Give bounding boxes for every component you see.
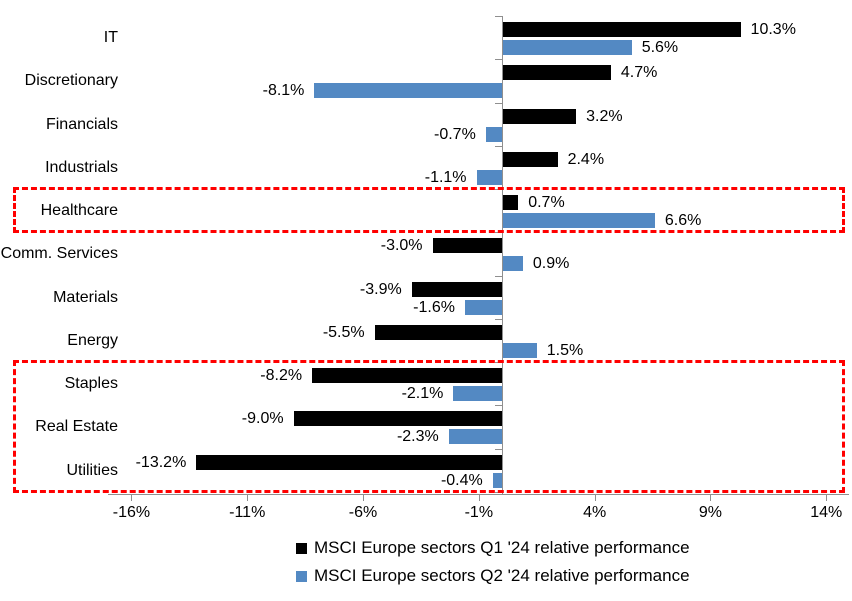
value-label: -3.9% <box>359 280 402 298</box>
value-label: -1.1% <box>424 168 467 186</box>
category-tick <box>495 318 502 320</box>
axis-tick-label: 4% <box>583 504 607 521</box>
category-tick <box>495 59 502 61</box>
category-tick <box>495 16 502 17</box>
value-label: -2.3% <box>396 428 439 446</box>
legend-item-q1: MSCI Europe sectors Q1 '24 relative perf… <box>296 538 690 558</box>
value-label: 5.6% <box>641 39 679 56</box>
bar-q1 <box>502 108 577 124</box>
category-tick <box>495 145 502 147</box>
category-label: Staples <box>64 375 118 393</box>
bar-q1 <box>411 281 502 297</box>
bar-q1 <box>374 324 502 340</box>
axis-tick-label: 9% <box>698 504 722 521</box>
category-label: IT <box>103 29 118 46</box>
value-label: 10.3% <box>750 21 796 38</box>
category-tick <box>495 448 502 450</box>
value-label: 0.9% <box>532 255 570 273</box>
category-label: Materials <box>53 288 118 306</box>
value-label: -13.2% <box>135 453 187 471</box>
legend-item-q2: MSCI Europe sectors Q2 '24 relative perf… <box>296 566 690 586</box>
highlight-box <box>13 360 845 493</box>
category-label: Discretionary <box>24 72 118 90</box>
bar-q2 <box>502 40 632 55</box>
bar-q1 <box>502 22 741 37</box>
legend-swatch-q2 <box>296 570 307 582</box>
category-label: Healthcare <box>40 202 118 220</box>
bar-q1 <box>502 65 611 81</box>
axis-tick <box>131 494 133 501</box>
bar-q2 <box>492 472 502 488</box>
axis-tick <box>478 494 480 501</box>
bar-q2 <box>502 342 537 358</box>
bar-q2 <box>464 299 502 315</box>
bar-q1 <box>293 411 502 427</box>
axis-tick <box>594 494 596 501</box>
value-label: 4.7% <box>620 64 658 82</box>
bar-q1 <box>502 151 558 167</box>
value-label: -3.0% <box>380 237 423 255</box>
value-label: 1.5% <box>546 341 584 359</box>
category-label: Energy <box>67 331 118 349</box>
axis-tick-label: -16% <box>112 504 151 521</box>
bar-q2 <box>453 386 502 402</box>
legend-label-q2: MSCI Europe sectors Q2 '24 relative perf… <box>314 566 690 585</box>
category-tick <box>495 275 502 277</box>
bar-q1 <box>432 238 502 254</box>
category-label: Comm. Services <box>0 245 118 263</box>
axis-tick <box>363 494 365 501</box>
value-label: 6.6% <box>664 212 702 230</box>
value-label: -0.4% <box>440 471 483 489</box>
bar-q2 <box>502 256 523 272</box>
axis-tick-label: -6% <box>348 504 378 521</box>
bar-q2 <box>448 429 502 445</box>
value-label: -0.7% <box>434 125 476 143</box>
value-label: 0.7% <box>528 194 565 212</box>
axis-tick <box>826 494 828 501</box>
bar-q2 <box>485 126 502 142</box>
value-label: -2.1% <box>401 385 444 403</box>
axis-tick <box>247 494 249 501</box>
legend-swatch-q1 <box>296 542 307 554</box>
value-label: 2.4% <box>567 150 605 168</box>
value-label: -1.6% <box>413 298 455 316</box>
value-label: -5.5% <box>322 323 365 341</box>
y-axis-line <box>502 16 503 494</box>
category-label: Financials <box>45 115 118 133</box>
value-label: -8.2% <box>260 367 303 385</box>
axis-tick-label: -1% <box>464 504 494 521</box>
bar-q1 <box>196 454 502 470</box>
highlight-box <box>13 187 845 234</box>
category-tick <box>495 102 502 104</box>
axis-tick-label: 14% <box>810 504 843 521</box>
bar-q2 <box>314 83 502 99</box>
category-label: Utilities <box>66 461 118 479</box>
axis-tick <box>710 494 712 501</box>
category-label: Industrials <box>45 158 118 176</box>
value-label: -9.0% <box>241 410 284 428</box>
axis-tick-label: -11% <box>229 504 266 521</box>
x-axis-line <box>108 494 849 495</box>
bar-q1 <box>502 195 519 211</box>
category-label: Real Estate <box>35 418 118 436</box>
category-tick <box>495 405 502 407</box>
bar-q1 <box>312 368 502 384</box>
bar-q2 <box>502 213 655 229</box>
value-label: -8.1% <box>262 82 305 100</box>
legend-label-q1: MSCI Europe sectors Q1 '24 relative perf… <box>314 538 690 557</box>
bar-q2 <box>476 169 502 185</box>
value-label: 3.2% <box>586 107 623 125</box>
